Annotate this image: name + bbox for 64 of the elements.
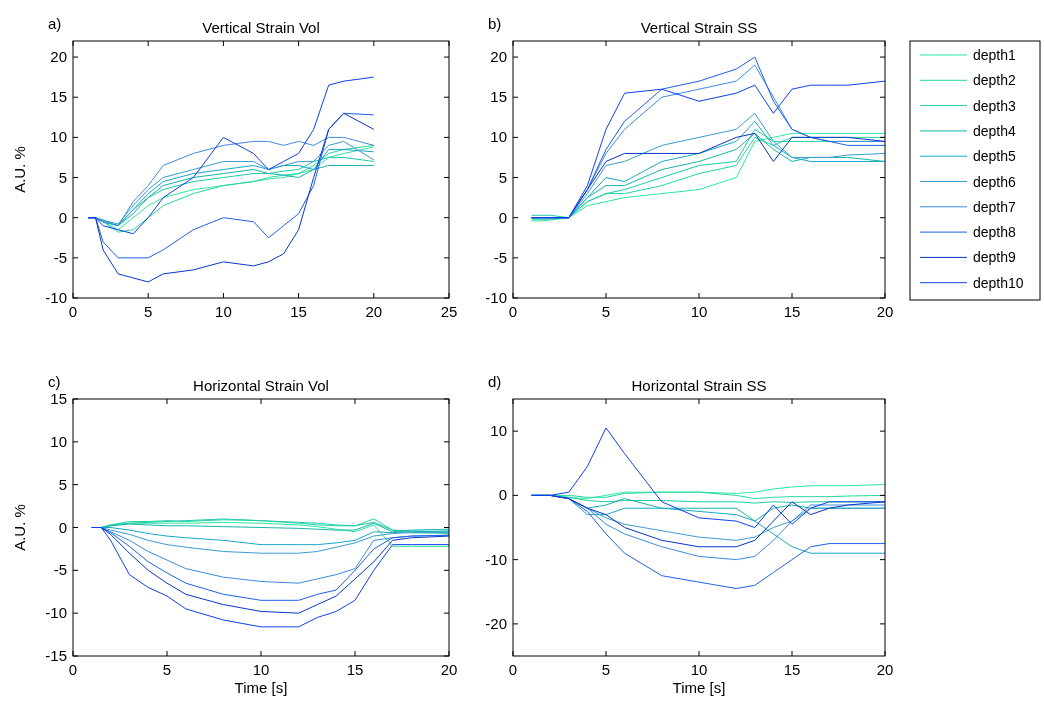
legend-label: depth10 [973,274,1024,291]
x-tick-label: 15 [346,661,364,678]
x-tick-label: 20 [876,303,894,320]
x-tick-label: 5 [601,661,611,678]
x-tick-label: 10 [690,661,708,678]
y-tick-label: 0 [498,208,507,226]
y-tick-label: -5 [53,248,67,266]
x-tick-label: 20 [365,303,383,320]
legend-label: depth7 [973,198,1017,215]
legend-label: depth6 [973,173,1017,190]
y-tick-label: -10 [485,550,507,568]
y-tick-label: -15 [45,647,67,664]
chart-title: Horizontal Strain Vol [193,377,329,394]
legend-label: depth2 [973,72,1017,89]
x-tick-label: 10 [690,303,708,320]
text: c) [48,373,61,390]
y-tick-label: 0 [58,518,67,536]
x-tick-label: 10 [252,661,270,678]
y-tick-label: -10 [45,289,67,306]
text: d) [488,373,502,390]
chart-title: Horizontal Strain SS [631,377,767,394]
y-tick-label: 0 [58,208,67,226]
legend-label: depth8 [973,224,1017,241]
y-tick-label: 5 [58,168,67,186]
x-tick-label: 5 [162,661,172,678]
x-tick-label: 20 [876,661,894,678]
x-tick-label: 15 [783,661,801,678]
x-tick-label: 10 [215,303,232,320]
y-tick-label: 10 [490,422,507,440]
y-tick-label: 20 [50,48,67,66]
text: a) [48,15,62,32]
x-tick-label: 25 [440,303,458,320]
y-tick-label: 0 [498,486,507,504]
y-tick-label: 10 [50,128,67,146]
x-tick-label: 15 [290,303,307,320]
y-tick-label: 10 [490,128,507,146]
y-tick-label: -5 [53,561,67,579]
legend-label: depth5 [973,148,1017,165]
chart-title: Vertical Strain Vol [202,19,320,36]
y-tick-label: -10 [45,604,67,622]
y-tick-label: 10 [50,432,67,450]
x-tick-label: 20 [440,661,458,678]
legend-label: depth4 [973,122,1017,139]
legend-label: depth9 [973,249,1017,266]
x-axis-title: Time [s] [672,679,726,696]
y-tick-label: 15 [50,88,67,106]
y-tick-label: 5 [498,168,507,186]
legend-label: depth3 [973,97,1017,114]
y-tick-label: -10 [485,289,507,306]
y-axis-title: A.U. % [11,146,28,193]
y-tick-label: 20 [490,48,507,66]
x-tick-label: 15 [783,303,801,320]
x-tick-label: 5 [144,303,153,320]
x-axis-title: Time [s] [234,679,288,696]
y-tick-label: -20 [485,614,507,632]
legend-label: depth1 [973,47,1017,63]
y-tick-label: 15 [490,88,507,106]
text: b) [488,15,502,32]
y-tick-label: 15 [50,390,67,407]
y-tick-label: 5 [58,475,67,493]
x-tick-label: 5 [601,303,611,320]
y-axis-title: A.U. % [11,504,28,551]
y-tick-label: -5 [493,248,507,266]
chart-title: Vertical Strain SS [640,19,758,36]
